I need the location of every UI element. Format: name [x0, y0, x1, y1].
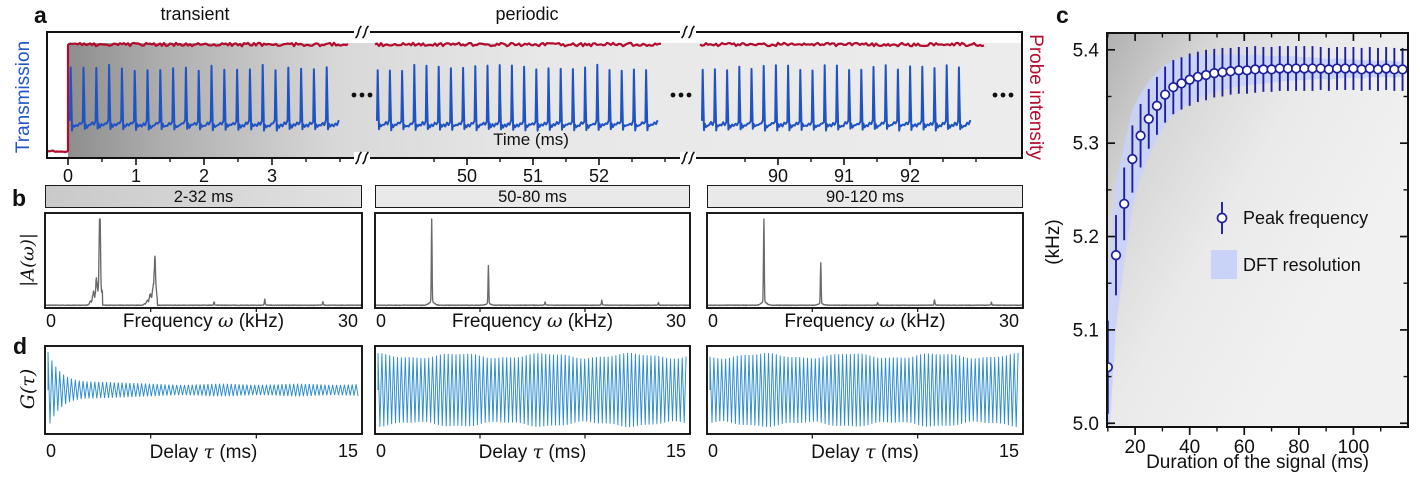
correlation-ylabel: G(τ) [17, 368, 39, 410]
panel-b-plots: 0 30 0 30 0 30 [44, 212, 1024, 331]
frequency-axis-label-1: Frequency ω (kHz) [45, 310, 362, 333]
frequency-axis-label-2: Frequency ω (kHz) [375, 310, 690, 333]
delay-label-unit: (ms) [543, 442, 587, 463]
omega-symbol: ω [217, 310, 234, 332]
svg-text:80: 80 [1288, 437, 1309, 458]
frequency-axis-label-3: Frequency ω (kHz) [707, 310, 1023, 333]
svg-text:100: 100 [1338, 437, 1370, 458]
svg-text:2: 2 [199, 166, 209, 186]
svg-text:5.0: 5.0 [1073, 414, 1099, 435]
panel-label-b: b [12, 185, 27, 211]
svg-text:3: 3 [267, 166, 277, 186]
svg-text:51: 51 [523, 166, 543, 186]
svg-text:52: 52 [589, 166, 609, 186]
svg-text:92: 92 [900, 166, 920, 186]
omega-symbol: ω [879, 310, 895, 332]
spectrum-ylabel: |A(ω)| [17, 233, 39, 287]
svg-text:30: 30 [338, 311, 358, 331]
delay-axis-label-3: Delay τ (ms) [707, 441, 1023, 464]
transmission-axis-label: Transmission [13, 40, 34, 154]
region-label-periodic: periodic [495, 4, 559, 24]
legend-peak-frequency: Peak frequency [1243, 208, 1369, 228]
svg-text:20: 20 [1125, 437, 1146, 458]
legend-dft-resolution: DFT resolution [1243, 255, 1361, 275]
frequency-label-text: Frequency [784, 311, 880, 332]
panel-a-plot: 0 1 2 3 50 51 52 90 91 92 [46, 25, 1023, 186]
panel-label-a: a [34, 2, 47, 28]
svg-text:50: 50 [457, 166, 477, 186]
delay-label-unit: (ms) [214, 442, 258, 463]
duration-axis-label: Duration of the signal (ms) [1146, 452, 1369, 473]
frequency-label-unit: (kHz) [894, 311, 946, 332]
window-header-3: 90-120 ms [707, 185, 1023, 208]
svg-text:5.4: 5.4 [1073, 40, 1100, 61]
delay-label-unit: (ms) [875, 442, 919, 463]
svg-text:30: 30 [666, 311, 686, 331]
svg-text:91: 91 [834, 166, 854, 186]
svg-text:30: 30 [999, 311, 1019, 331]
svg-text:1: 1 [131, 166, 141, 186]
svg-text:0: 0 [376, 311, 386, 331]
delay-label-text: Delay [811, 442, 866, 463]
panel-label-d: d [13, 333, 28, 359]
khz-axis-label: (kHz) [1043, 219, 1064, 265]
svg-text:90: 90 [768, 166, 788, 186]
tau-symbol: τ [865, 441, 876, 463]
svg-text:0: 0 [46, 311, 56, 331]
window-header-2: 50-80 ms [375, 185, 690, 208]
svg-text:40: 40 [1179, 437, 1200, 458]
svg-text:15: 15 [999, 441, 1019, 461]
svg-text:15: 15 [338, 441, 358, 461]
svg-text:5.1: 5.1 [1073, 320, 1099, 341]
probe-intensity-axis-label: Probe intensity [1025, 34, 1046, 160]
time-axis-label: Time (ms) [493, 130, 569, 149]
region-label-transient: transient [160, 4, 230, 24]
panel-label-c: c [1056, 2, 1069, 28]
svg-text:0: 0 [46, 441, 56, 461]
frequency-label-text: Frequency [122, 311, 218, 332]
svg-text:15: 15 [666, 441, 686, 461]
panel-d-plots: 0 15 0 15 0 15 [44, 345, 1024, 461]
delay-axis-label-1: Delay τ (ms) [45, 441, 362, 464]
tau-symbol: τ [532, 441, 544, 463]
frequency-label-unit: (kHz) [562, 311, 614, 332]
svg-text:0: 0 [708, 311, 718, 331]
svg-text:0: 0 [708, 441, 718, 461]
svg-text:5.2: 5.2 [1073, 227, 1099, 248]
svg-text:60: 60 [1234, 437, 1255, 458]
frequency-label-unit: (kHz) [233, 311, 285, 332]
svg-text:0: 0 [376, 441, 386, 461]
panel-c-plot: 5.0 5.1 5.2 5.3 5.4 20 40 60 80 100 [1073, 32, 1409, 458]
omega-symbol: ω [546, 310, 563, 332]
delay-label-text: Delay [478, 442, 533, 463]
svg-text:0: 0 [63, 166, 73, 186]
svg-text:5.3: 5.3 [1073, 134, 1099, 155]
tau-symbol: τ [203, 441, 215, 463]
frequency-label-text: Frequency [451, 311, 547, 332]
delay-label-text: Delay [149, 442, 204, 463]
window-header-1: 2-32 ms [45, 185, 362, 208]
delay-axis-label-2: Delay τ (ms) [375, 441, 690, 464]
